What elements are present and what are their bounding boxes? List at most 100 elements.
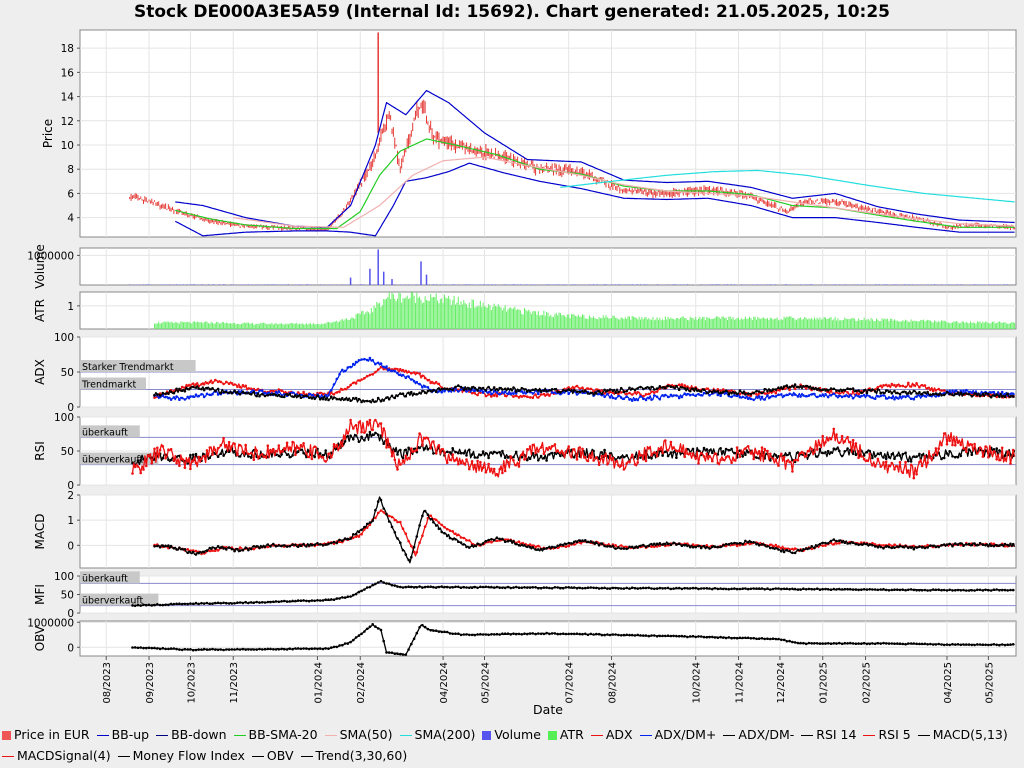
adx-line-adx-marker (539, 393, 543, 396)
adx-line-adx-marker (608, 390, 612, 394)
obv-line-marker (904, 642, 907, 646)
rsi5-line-marker (749, 452, 753, 455)
adx-line-dm-minus-marker (683, 387, 686, 390)
macd-line-marker (534, 548, 537, 551)
mfi-line-marker (387, 582, 391, 586)
adx-line-dm-minus-marker (156, 393, 159, 396)
adx-line-dm-minus-marker (492, 386, 496, 389)
rsi14-line-marker (954, 455, 957, 459)
rsi14-line-marker (697, 449, 700, 453)
macd-signal-line-marker (357, 535, 361, 538)
macd-signal-line-marker (835, 542, 838, 545)
mfi-line-marker (995, 588, 998, 591)
adx-line-dm-plus-marker (785, 393, 789, 397)
adx-line-dm-minus-marker (802, 385, 805, 388)
obv-line-marker (771, 637, 775, 640)
macd-line-marker (330, 541, 333, 545)
adx-line-dm-plus-marker (647, 396, 651, 400)
adx-line-dm-plus-marker (639, 395, 642, 398)
obv-line-marker (531, 632, 535, 635)
macd-line-marker (426, 513, 430, 516)
macd-line-marker (476, 542, 479, 545)
obv-line-marker (360, 632, 363, 636)
obv-line-marker (399, 652, 402, 656)
adx-line-dm-plus-marker (205, 392, 209, 396)
rsi5-line-marker (161, 445, 165, 448)
obv-line-marker (479, 632, 482, 636)
adx-line-adx-marker (909, 385, 913, 388)
macd-signal-line-marker (448, 529, 452, 532)
adx-line-dm-minus-marker (1000, 395, 1004, 398)
obv-line-marker (570, 632, 573, 636)
rsi14-line-marker (904, 451, 907, 455)
adx-line-adx-marker (567, 386, 570, 389)
rsi14-line-marker (691, 447, 695, 451)
adx-line-adx-marker (415, 371, 419, 375)
rsi5-line-marker (735, 446, 739, 449)
adx-line-dm-minus-marker (470, 386, 474, 389)
macd-line-marker (349, 537, 352, 540)
rsi14-line-marker (785, 453, 789, 457)
macd-line-marker (175, 548, 178, 551)
adx-line-adx-marker (360, 378, 363, 381)
adx-line-adx-marker (404, 369, 408, 373)
macd-signal-line-marker (365, 526, 369, 529)
mfi-line-marker (363, 588, 366, 591)
mfi-line-marker (595, 586, 598, 590)
adx-line-dm-minus-marker (468, 387, 471, 390)
macd-line-marker (434, 524, 438, 527)
obv-line-marker (523, 632, 526, 635)
macd-line-marker (824, 541, 827, 545)
obv-line-marker (901, 642, 905, 646)
obv-line-marker (150, 646, 154, 650)
obv-line-marker (553, 632, 557, 635)
mfi-line-marker (683, 586, 686, 590)
rsi14-line-marker (288, 455, 292, 459)
adx-line-dm-minus-marker (476, 389, 479, 392)
macd-line-marker (804, 547, 808, 550)
mfi-line-marker (310, 599, 314, 602)
obv-ytick-label: 0 (67, 642, 74, 654)
adx-line-adx-marker (636, 391, 639, 394)
adx-line-dm-minus-marker (241, 390, 245, 394)
mfi-line-marker (434, 586, 438, 589)
rsi5-line-marker (677, 449, 681, 453)
adx-line-adx-marker (236, 385, 239, 389)
rsi5-line-marker (183, 466, 187, 470)
macd-line-marker (992, 544, 996, 548)
macd-line-marker (437, 527, 441, 531)
adx-line-adx-marker (940, 389, 943, 392)
macd-line-marker (617, 546, 620, 549)
rsi14-line-marker (346, 435, 350, 438)
adx-line-dm-minus-marker (211, 387, 214, 390)
macd-line-marker (172, 547, 176, 550)
macd-line-marker (664, 543, 667, 546)
adx-line-dm-plus-marker (664, 393, 667, 397)
rsi5-line-marker (305, 452, 308, 455)
mfi-line-marker (445, 585, 449, 589)
adx-line-adx-marker (716, 388, 720, 391)
adx-line-dm-plus-marker (490, 392, 493, 396)
adx-line-dm-minus-marker (357, 397, 361, 401)
adx-line-dm-minus-marker (335, 397, 339, 401)
mfi-line-marker (708, 587, 711, 590)
obv-line-marker (490, 633, 493, 636)
adx-line-dm-plus-marker (782, 394, 786, 398)
rsi5-line-marker (559, 451, 562, 455)
rsi5-line-marker (178, 464, 181, 468)
adx-line-dm-minus-marker (860, 391, 863, 395)
adx-line-dm-minus-marker (849, 387, 852, 391)
obv-line-marker (307, 647, 311, 651)
macd-line-marker (962, 544, 965, 547)
rsi14-line-marker (324, 449, 328, 452)
rsi5-line-marker (172, 459, 176, 462)
rsi14-line-marker (835, 447, 838, 451)
adx-line-adx-marker (211, 381, 214, 385)
mfi-line-marker (807, 587, 811, 591)
obv-line-marker (642, 634, 645, 637)
adx-line-dm-plus-marker (258, 389, 261, 393)
macd-line-marker (625, 547, 628, 551)
mfi-line-marker (415, 586, 419, 589)
adx-line-dm-minus-marker (407, 391, 410, 395)
macd-line-marker (829, 539, 833, 543)
